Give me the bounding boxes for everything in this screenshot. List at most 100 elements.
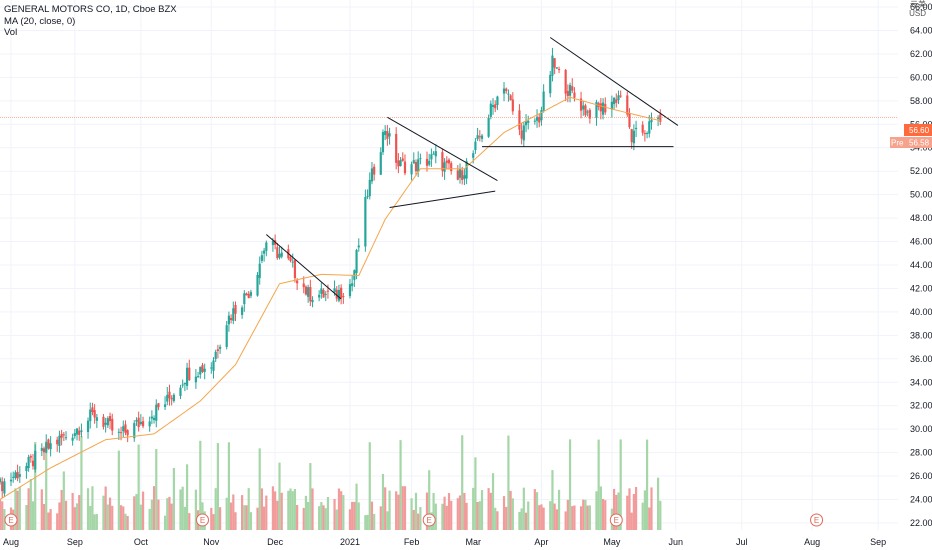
chart-legend: GENERAL MOTORS CO, 1D, Cboe BZX MA (20, …: [4, 4, 177, 39]
candle-series: [0, 47, 662, 499]
candle-body: [12, 476, 15, 478]
candle-body: [86, 420, 90, 433]
candle-body: [412, 160, 415, 164]
volume-bar: [139, 504, 142, 530]
pre-label-badge: [890, 137, 904, 148]
volume-bar: [3, 509, 6, 530]
candle-body: [549, 74, 552, 94]
earnings-marker-label: E: [8, 516, 13, 525]
candle-body: [280, 252, 283, 257]
candle-body: [31, 460, 35, 467]
volume-bar: [225, 497, 228, 530]
volume-bar: [311, 488, 314, 530]
candle-body: [645, 133, 649, 135]
candle-body: [335, 289, 338, 299]
candle-body: [276, 247, 279, 259]
price-tick-label: 66.00: [910, 2, 932, 12]
volume-bar: [386, 511, 389, 530]
volume-bar: [414, 492, 418, 530]
candle-body: [318, 294, 321, 298]
candle-body: [247, 293, 250, 299]
volume-bar: [604, 500, 607, 530]
candle-body: [1, 481, 4, 492]
volume-bar: [447, 493, 451, 530]
candle-body: [494, 104, 497, 109]
candle-body: [135, 420, 138, 422]
volume-bar: [25, 505, 28, 530]
time-tick-label: Dec: [267, 537, 284, 547]
volume-bar: [542, 507, 545, 530]
volume-bar: [212, 514, 215, 530]
candle-body: [650, 119, 653, 123]
candle-body: [579, 98, 583, 111]
volume-bar: [425, 492, 429, 530]
candle-body: [366, 196, 369, 198]
volume-legend[interactable]: Vol: [4, 27, 18, 38]
volume-series: [0, 435, 662, 530]
candle-body: [141, 421, 145, 427]
candle-body: [185, 367, 189, 386]
candle-body: [417, 159, 420, 172]
candle-body: [49, 443, 52, 450]
candle-body: [630, 129, 633, 143]
candle-body: [271, 240, 275, 246]
earnings-marker-label: E: [614, 516, 619, 525]
volume-bar: [230, 502, 233, 530]
candle-body: [119, 432, 123, 434]
candle-body: [584, 105, 587, 116]
volume-bar: [524, 512, 528, 530]
volume-bar: [122, 506, 125, 530]
candle-body: [441, 152, 444, 171]
volume-bar: [58, 502, 61, 530]
candle-body: [461, 170, 464, 180]
volume-bar: [403, 486, 407, 530]
candle-body: [137, 417, 140, 428]
price-tick-label: 50.00: [910, 190, 932, 200]
ma-legend[interactable]: MA (20, close, 0): [4, 15, 76, 27]
price-axis[interactable]: 66.0064.0062.0060.0058.0056.0054.0052.00…: [910, 2, 932, 528]
earnings-marker-label: E: [814, 516, 819, 525]
volume-bar: [434, 503, 437, 530]
candle-body: [289, 257, 292, 261]
candle-body: [73, 433, 76, 437]
symbol-title[interactable]: GENERAL MOTORS CO, 1D, Cboe BZX: [4, 4, 177, 15]
candle-body: [496, 96, 499, 105]
volume-bar: [384, 487, 387, 530]
time-tick-label: May: [603, 537, 621, 547]
volume-bar: [148, 508, 151, 530]
volume-bar: [210, 507, 213, 530]
volume-bar: [119, 505, 123, 530]
candle-body: [555, 67, 558, 69]
candle-body: [89, 409, 92, 422]
volume-bar: [395, 491, 398, 530]
time-axis[interactable]: Aug Sep Oct Nov Dec 2021 Feb Mar Apr May Jun Jul Aug…: [3, 537, 886, 547]
last-price-badge: [904, 124, 932, 136]
volume-bar: [381, 473, 385, 530]
candle-body: [183, 382, 186, 385]
candle-body: [133, 423, 136, 439]
pre-price-value: 56.58: [909, 139, 930, 148]
candle-body: [388, 133, 391, 137]
volume-bar: [571, 506, 574, 530]
candle-body: [419, 158, 422, 160]
candle-body: [491, 105, 495, 107]
volume-bar: [102, 495, 105, 530]
time-tick-label: Nov: [203, 537, 220, 547]
volume-bar: [337, 488, 341, 530]
volume-bar: [535, 492, 539, 530]
volume-bar: [117, 450, 120, 530]
candle-body: [210, 367, 213, 369]
candle-body: [29, 456, 32, 458]
volume-bar: [141, 491, 145, 530]
price-tick-label: 28.00: [910, 448, 932, 458]
candle-body: [643, 133, 646, 135]
candle-body: [78, 430, 81, 435]
volume-bar: [401, 486, 404, 530]
candle-body: [256, 275, 259, 296]
candle-body: [337, 289, 341, 301]
candle-body: [91, 407, 94, 413]
volume-bar: [553, 503, 556, 530]
candle-body: [80, 430, 83, 432]
price-tick-label: 60.00: [910, 72, 932, 82]
